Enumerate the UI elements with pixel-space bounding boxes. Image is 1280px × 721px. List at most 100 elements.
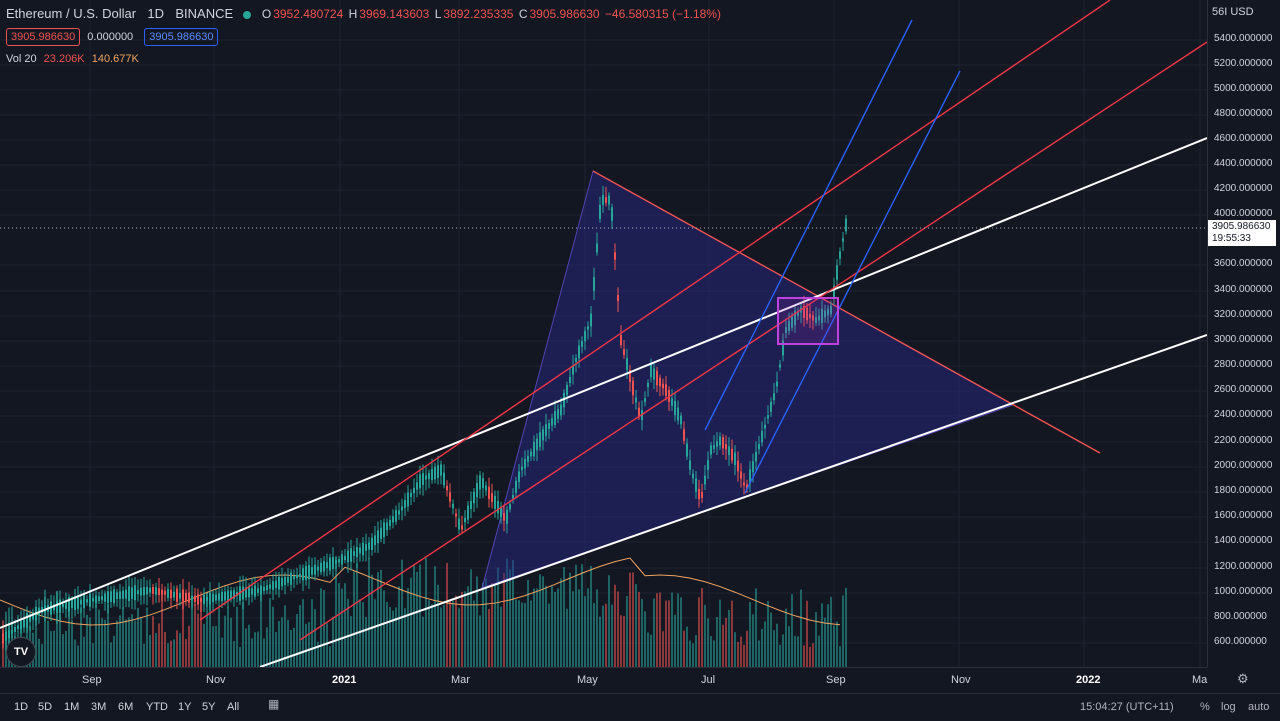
candle-body	[251, 588, 253, 595]
candle-body	[263, 586, 265, 591]
candle-body	[356, 547, 358, 557]
timeframe-button-5d[interactable]: 5D	[38, 701, 53, 713]
timeframe-button-all[interactable]: All	[227, 701, 240, 713]
timeframe-button-5y[interactable]: 5Y	[202, 701, 216, 713]
percent-toggle[interactable]: %	[1200, 701, 1210, 713]
price-axis[interactable]: 5400.000000 5200.000000 5000.000000 4800.00…	[1207, 0, 1280, 667]
candle-body	[689, 460, 691, 470]
time-axis[interactable]: Sep Nov 2021 Mar May Jul Sep Nov 2022 Ma	[0, 667, 1207, 694]
volume-bar	[287, 619, 289, 667]
volume-bar	[311, 599, 313, 667]
candle-body	[524, 458, 526, 469]
candle-body	[671, 398, 673, 406]
candle-body	[719, 436, 721, 446]
volume-bar	[224, 615, 226, 667]
volume-bar	[632, 572, 634, 667]
candle-body	[221, 591, 223, 602]
price-chart[interactable]	[0, 0, 1207, 667]
volume-bar	[515, 599, 517, 667]
candle-body	[320, 562, 322, 573]
candle-body	[254, 585, 256, 597]
candle-body	[812, 315, 814, 321]
volume-bar	[827, 604, 829, 667]
triangle-upper-line[interactable]	[592, 170, 1101, 454]
blue-channel-line-lower[interactable]	[744, 70, 961, 494]
candle-body	[581, 341, 583, 347]
consolidation-box[interactable]	[777, 297, 839, 345]
candle-body	[680, 415, 682, 425]
volume-bar	[641, 598, 643, 667]
candle-body	[677, 407, 679, 421]
volume-bar	[596, 589, 598, 667]
volume-bar	[290, 629, 292, 667]
candle-body	[617, 294, 619, 302]
white-trendline-upper[interactable]	[0, 137, 1207, 629]
timeframe-button-ytd[interactable]: YTD	[146, 701, 168, 713]
candle-body	[350, 548, 352, 562]
volume-bar	[293, 627, 295, 667]
volume-legend[interactable]: Vol 20 23.206K 140.677K	[6, 53, 139, 65]
triangle-pattern[interactable]	[481, 170, 1015, 589]
candle-body	[788, 320, 790, 332]
candle-body	[434, 466, 436, 480]
candle-body	[344, 555, 346, 561]
volume-bar	[488, 608, 490, 667]
red-channel-line-upper[interactable]	[199, 0, 1111, 621]
candle-body	[419, 474, 421, 489]
volume-bar	[698, 597, 700, 667]
white-trendline-lower[interactable]	[259, 334, 1207, 667]
candle-body	[461, 525, 463, 530]
price-tick-label: 3000.000000	[1214, 334, 1273, 345]
exchange[interactable]: BINANCE	[175, 6, 234, 21]
open-label: O	[261, 7, 272, 21]
volume-bar	[737, 641, 739, 667]
volume-bar	[431, 604, 433, 667]
timeframe-button-3m[interactable]: 3M	[91, 701, 107, 713]
timeframe-button-1d[interactable]: 1D	[14, 701, 29, 713]
candle-body	[437, 465, 439, 478]
volume-bar	[86, 614, 88, 667]
volume-bar	[260, 590, 262, 667]
candle-body	[770, 401, 772, 412]
time-tick-label: Sep	[826, 674, 846, 686]
volume-bar	[419, 564, 421, 667]
auto-toggle[interactable]: auto	[1248, 701, 1270, 713]
currency-selector[interactable]: 56I USD	[1212, 6, 1254, 18]
volume-bar	[563, 567, 565, 667]
symbol-name[interactable]: Ethereum / U.S. Dollar	[6, 6, 137, 21]
volume-bar	[482, 582, 484, 667]
volume-bar	[434, 566, 436, 667]
candle-body	[686, 443, 688, 457]
interval[interactable]: 1D	[147, 6, 165, 21]
volume-bar	[428, 600, 430, 667]
blue-channel-line-upper[interactable]	[704, 19, 913, 431]
volume-bar	[575, 564, 577, 667]
volume-bar	[158, 623, 160, 667]
volume-bar	[368, 557, 370, 667]
candle-body	[26, 613, 28, 628]
timeframe-button-1m[interactable]: 1M	[64, 701, 80, 713]
gear-icon[interactable]: ⚙	[1237, 671, 1249, 686]
volume-bar	[674, 614, 676, 667]
candle-body	[470, 501, 472, 509]
timeframe-button-1y[interactable]: 1Y	[178, 701, 192, 713]
clock[interactable]: 15:04:27 (UTC+11)	[1080, 701, 1174, 713]
candle-body	[275, 580, 277, 589]
candle-body	[17, 625, 19, 630]
red-channel-line-lower[interactable]	[299, 41, 1207, 641]
volume-bar	[533, 588, 535, 667]
tradingview-logo-icon[interactable]: TV	[6, 637, 36, 667]
volume-bar	[395, 607, 397, 667]
candle-body	[467, 505, 469, 520]
candle-body	[125, 589, 127, 599]
volume-bar	[461, 591, 463, 667]
volume-bar	[722, 624, 724, 667]
candle-body	[422, 473, 424, 485]
candle-body	[608, 195, 610, 205]
candle-body	[329, 557, 331, 571]
timeframe-button-6m[interactable]: 6M	[118, 701, 134, 713]
log-toggle[interactable]: log	[1221, 701, 1236, 713]
calendar-icon[interactable]: ▦	[268, 697, 280, 711]
candle-body	[260, 585, 262, 595]
candle-body	[323, 561, 325, 572]
